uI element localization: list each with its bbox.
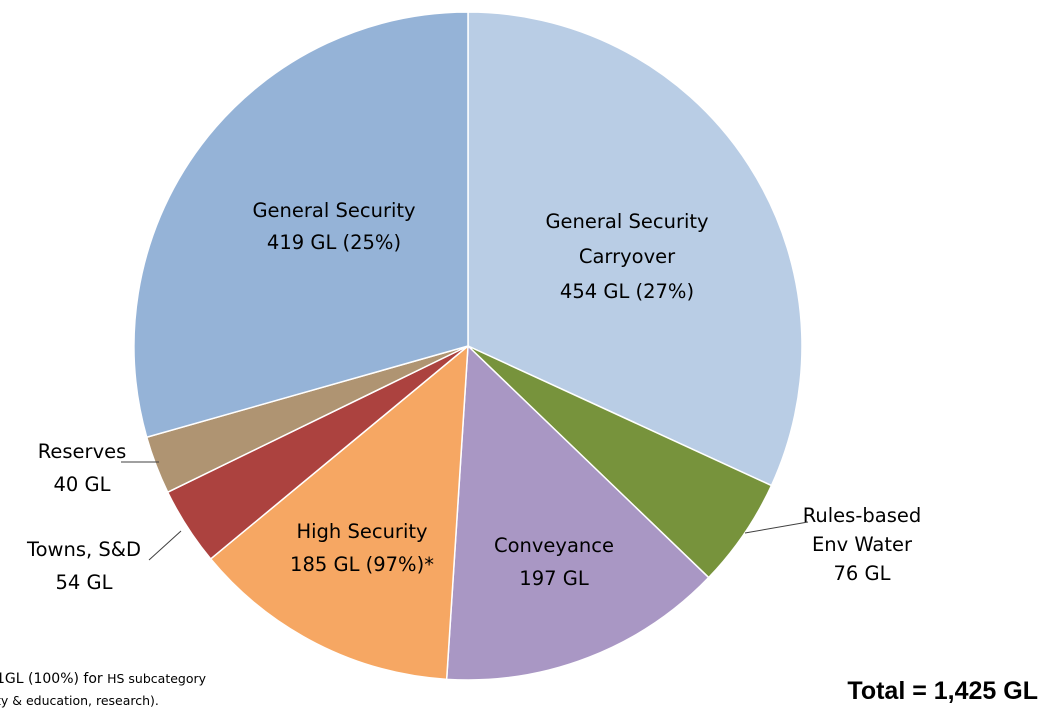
slice-label-conveyance: Conveyance 197 GL: [494, 534, 614, 590]
footnote: 1GL (100%) for HS subcategory ty & educa…: [0, 668, 206, 712]
pie-slice-conveyance: [445, 344, 710, 681]
slice-label-general-security: General Security 419 GL (25%): [252, 199, 415, 254]
leader-line-towns-s-d: [148, 530, 182, 561]
pie-slices: [133, 11, 803, 681]
pie-slice-high-security: [209, 344, 469, 681]
slice-labels: General Security Carryover 454 GL (27%) Rul…: [26, 199, 921, 594]
pie-slice-general-security: [133, 11, 469, 439]
total-label: Total = 1,425 GL: [847, 677, 1038, 705]
slice-label-rules-based-env-water: Rules-based Env Water 76 GL: [803, 504, 922, 585]
pie-slice-general-security-carryover: [467, 11, 803, 487]
slice-label-reserves: Reserves 40 GL: [38, 440, 127, 496]
leader-line-rules-based-env-water: [744, 521, 809, 534]
leader-lines: [121, 461, 809, 561]
slice-label-high-security: High Security 185 GL (97%)*: [290, 520, 434, 576]
footnote-line2: ty & education, research).: [0, 693, 159, 708]
footnote-part1: 1GL (100%) for: [0, 671, 108, 687]
slice-label-towns-s-d: Towns, S&D 54 GL: [26, 538, 141, 594]
footnote-part2: HS subcategory: [107, 671, 207, 686]
slice-label-general-security-carryover: General Security Carryover 454 GL (27%): [545, 210, 708, 303]
